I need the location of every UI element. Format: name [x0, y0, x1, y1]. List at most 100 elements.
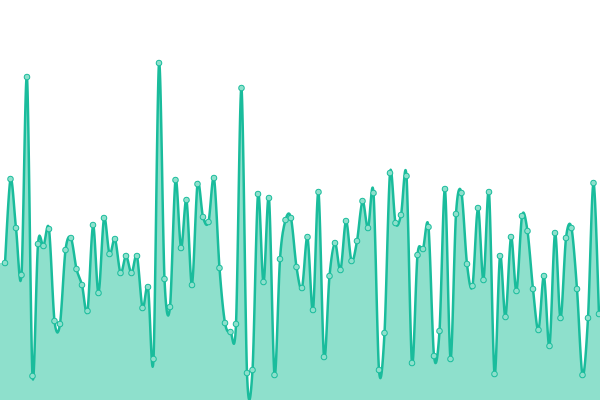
- data-point: [474, 204, 482, 212]
- data-point: [496, 252, 504, 260]
- data-point: [463, 260, 471, 268]
- data-point: [298, 284, 306, 292]
- data-point: [166, 303, 174, 311]
- data-point: [265, 194, 273, 202]
- data-point: [84, 307, 91, 315]
- data-point: [205, 218, 212, 226]
- data-point: [73, 265, 80, 273]
- data-point: [386, 169, 394, 177]
- data-point: [535, 326, 542, 334]
- data-point: [1, 259, 9, 267]
- data-point: [51, 317, 58, 325]
- data-point: [557, 314, 564, 322]
- data-point: [529, 285, 537, 293]
- data-point: [106, 250, 113, 258]
- data-point: [95, 289, 102, 297]
- data-point: [414, 251, 421, 259]
- data-point: [430, 352, 438, 360]
- data-point: [507, 233, 515, 241]
- data-point: [282, 216, 289, 224]
- data-point: [551, 229, 559, 237]
- data-point: [122, 252, 130, 260]
- data-point: [227, 328, 234, 336]
- data-point: [469, 282, 476, 290]
- data-point: [518, 212, 526, 220]
- data-point: [7, 175, 14, 183]
- data-point: [62, 246, 69, 254]
- data-point: [100, 214, 108, 222]
- data-point: [320, 353, 328, 361]
- data-point: [155, 59, 163, 67]
- data-point: [210, 174, 218, 182]
- data-point: [271, 371, 278, 379]
- data-point: [172, 176, 179, 184]
- data-point: [18, 271, 25, 279]
- data-point: [546, 342, 553, 350]
- data-point: [139, 304, 146, 312]
- data-point: [276, 255, 284, 263]
- data-point: [436, 327, 443, 335]
- data-point: [485, 188, 493, 196]
- data-point: [117, 269, 124, 277]
- data-point: [590, 179, 597, 187]
- data-point: [513, 287, 520, 295]
- area-fill: [0, 62, 600, 400]
- data-point: [370, 189, 377, 197]
- data-point: [573, 285, 581, 293]
- data-point: [480, 276, 487, 284]
- data-point: [348, 257, 355, 265]
- data-point: [304, 233, 311, 241]
- data-point: [408, 359, 416, 367]
- data-point: [309, 306, 317, 314]
- data-point: [331, 239, 339, 247]
- data-point: [45, 225, 53, 233]
- data-point: [249, 366, 256, 374]
- data-point: [188, 281, 196, 289]
- data-point: [425, 223, 432, 231]
- data-point: [326, 272, 333, 280]
- data-point: [216, 264, 223, 272]
- data-point: [12, 224, 20, 232]
- data-point: [524, 227, 531, 235]
- data-point: [353, 237, 361, 245]
- data-point: [29, 372, 36, 380]
- data-point: [199, 213, 207, 221]
- data-point: [342, 217, 350, 225]
- data-point: [56, 320, 64, 328]
- data-point: [133, 252, 141, 260]
- data-point: [458, 189, 465, 197]
- data-point: [502, 313, 509, 321]
- data-point: [447, 355, 454, 363]
- data-point: [584, 314, 592, 322]
- data-point: [392, 219, 399, 227]
- data-point: [375, 366, 383, 374]
- data-point: [595, 310, 600, 318]
- data-point: [441, 185, 449, 193]
- data-point: [397, 211, 405, 219]
- data-point: [540, 272, 548, 280]
- data-point: [194, 180, 201, 188]
- data-point: [243, 369, 251, 377]
- data-point: [254, 190, 262, 198]
- data-point: [177, 244, 185, 252]
- data-point: [40, 242, 47, 250]
- data-point: [315, 188, 322, 196]
- data-point: [579, 371, 586, 379]
- data-point: [562, 234, 570, 242]
- data-point: [67, 234, 75, 242]
- data-point: [238, 84, 245, 92]
- data-point: [452, 210, 460, 218]
- data-point: [419, 245, 427, 253]
- data-point: [78, 281, 86, 289]
- data-point: [260, 278, 267, 286]
- data-point: [89, 221, 97, 229]
- data-point: [161, 275, 168, 283]
- data-point: [144, 283, 152, 291]
- data-point: [491, 370, 498, 378]
- data-point: [183, 196, 190, 204]
- data-point: [150, 355, 157, 363]
- data-point: [128, 269, 135, 277]
- data-point: [111, 235, 119, 243]
- data-point: [337, 266, 344, 274]
